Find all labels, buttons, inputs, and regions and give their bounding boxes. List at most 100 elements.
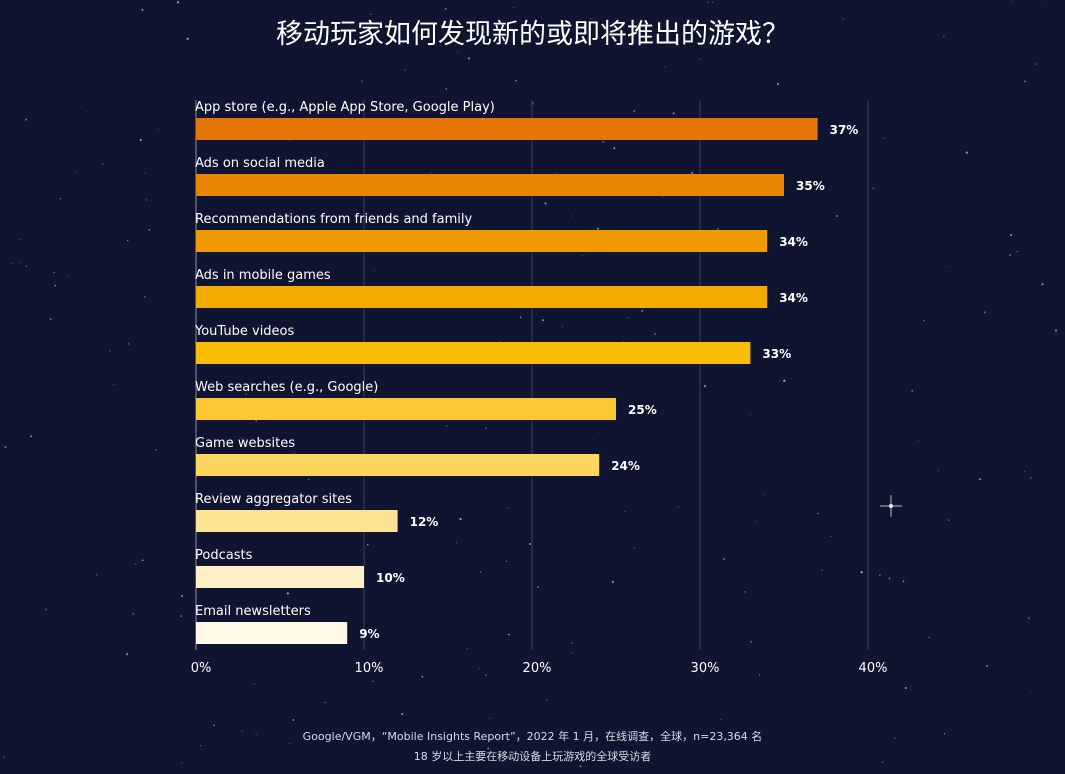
star [314,158,316,160]
star [467,57,471,60]
star [0,376,1,378]
star [1044,357,1046,358]
star [749,414,751,416]
star [1009,233,1013,237]
star [30,435,33,438]
star [571,652,573,654]
x-tick-label: 40% [859,661,888,676]
value-label: 35% [796,179,825,193]
star [445,425,448,427]
star [590,18,592,20]
bar-chart: App store (e.g., Apple App Store, Google… [191,100,888,676]
bar [196,510,398,532]
star [702,672,704,674]
star [499,340,501,342]
star [370,13,372,15]
star [1030,477,1032,479]
star [506,560,508,562]
star [213,724,216,727]
star [186,37,189,40]
star [507,756,511,760]
star [59,197,62,200]
star [703,384,707,388]
star [519,316,522,319]
star [712,1,714,3]
star [109,350,111,352]
category-label: Web searches (e.g., Google) [195,380,378,395]
star [937,99,939,101]
bar [196,622,348,644]
x-tick-label: 0% [191,661,212,676]
star [888,577,891,580]
star [241,730,243,732]
star [541,319,545,322]
bar [196,454,600,476]
value-label: 25% [628,403,657,417]
star [602,140,605,143]
bar [196,230,768,252]
star [307,478,310,481]
star [521,433,523,435]
bar [196,286,768,308]
star [750,640,753,643]
star [883,137,885,139]
source-note: Google/VGM，“Mobile Insights Report”，2022… [0,727,1065,767]
star [964,619,966,621]
star [836,215,838,217]
star [596,227,599,230]
star [816,512,819,515]
star [371,680,374,683]
star [841,105,843,107]
star [143,295,146,298]
bar [196,118,818,140]
value-label: 34% [779,235,808,249]
star [293,272,295,274]
star [311,95,313,97]
value-label: 24% [611,459,640,473]
star [20,262,22,264]
star [623,510,626,513]
star [1034,63,1037,66]
bars: App store (e.g., Apple App Store, Google… [194,100,858,644]
category-label: YouTube videos [194,324,295,339]
star [662,196,664,198]
star [979,478,982,481]
source-line-1: Google/VGM，“Mobile Insights Report”，2022… [302,730,763,743]
star [696,5,698,7]
star [986,664,989,667]
star [633,110,636,112]
star [722,557,726,561]
star [269,366,271,368]
sparkle-star [880,495,902,517]
star [571,215,573,217]
star [627,317,629,319]
star [928,636,930,639]
star [951,439,953,441]
star [263,373,265,375]
star [544,202,547,205]
star [313,772,314,774]
value-label: 34% [779,291,808,305]
star [145,198,148,201]
star [720,718,722,720]
star [945,266,947,268]
star [25,118,27,121]
star [699,58,701,61]
star [459,517,462,521]
star [75,171,77,173]
star [781,720,782,722]
star [54,284,56,287]
star [25,265,28,268]
value-label: 9% [359,627,379,641]
category-label: App store (e.g., Apple App Store, Google… [195,100,495,115]
star [771,247,773,248]
star [659,76,661,78]
star [125,146,127,148]
bar [196,342,751,364]
star [293,452,295,454]
star [361,80,363,83]
value-label: 33% [762,347,791,361]
star [423,208,425,211]
star [404,69,406,71]
star [81,681,83,683]
